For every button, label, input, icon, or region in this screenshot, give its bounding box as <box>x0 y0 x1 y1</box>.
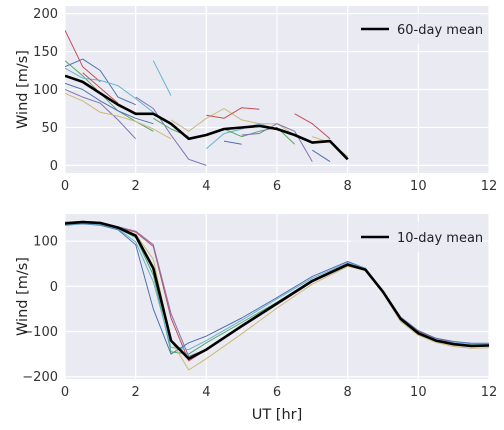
series-line-2 <box>65 223 489 355</box>
y-tick-label: 100 <box>33 235 58 250</box>
series-group <box>65 220 489 371</box>
series-line-17 <box>241 123 313 162</box>
y-tick-label: −200 <box>22 370 58 385</box>
series-line-18 <box>294 113 331 140</box>
series-line-10 <box>135 96 207 166</box>
series-line-16 <box>223 127 296 145</box>
legend: 10-day mean <box>351 222 483 252</box>
legend-box <box>351 14 481 44</box>
series-line-9 <box>152 60 172 96</box>
x-tick-label: 8 <box>344 385 352 400</box>
series-line-12 <box>170 108 295 136</box>
series-line-15 <box>223 140 242 145</box>
mean-series-line <box>65 74 349 161</box>
series-line-20 <box>312 149 331 163</box>
series-line-5 <box>65 92 172 140</box>
x-tick-label: 12 <box>481 385 498 400</box>
series-line-8 <box>82 72 119 104</box>
y-tick-label: 50 <box>41 121 58 136</box>
x-tick-label: 0 <box>61 385 69 400</box>
series-line-14 <box>205 123 278 150</box>
legend-box <box>351 222 481 252</box>
y-tick-label: 0 <box>50 159 58 174</box>
series-line-4 <box>65 89 137 140</box>
series-line-1 <box>65 30 101 83</box>
top-panel: 0 2 4 6 8 10 12 0 50 100 150 200 Wind [m/s] 60-day me… <box>15 6 497 194</box>
x-tick-label: 8 <box>344 179 352 194</box>
y-tick-label: 150 <box>33 45 58 60</box>
mean-series-line <box>65 220 489 361</box>
series-group <box>65 30 349 166</box>
x-tick-label: 4 <box>202 179 210 194</box>
y-tick-label: 0 <box>50 280 58 295</box>
x-tick-label: 0 <box>61 179 69 194</box>
y-axis-label: Wind [m/s] <box>15 257 31 336</box>
x-tick-label: 2 <box>132 385 140 400</box>
x-tick-label: 12 <box>481 179 498 194</box>
x-tick-label: 10 <box>410 385 427 400</box>
series-line-2 <box>65 58 136 106</box>
y-tick-label: 200 <box>33 7 58 22</box>
series-line-6 <box>65 67 154 113</box>
x-tick-label: 4 <box>202 385 210 400</box>
x-tick-label: 6 <box>273 385 281 400</box>
legend-entry: 60-day mean <box>397 23 483 38</box>
y-axis-label: Wind [m/s] <box>15 50 31 129</box>
legend-entry: 10-day mean <box>397 231 483 246</box>
legend: 60-day mean <box>351 14 483 44</box>
x-tick-label: 6 <box>273 179 281 194</box>
x-tick-label: 10 <box>410 179 427 194</box>
x-axis-label: UT [hr] <box>252 407 303 423</box>
series-line-13 <box>206 107 260 119</box>
series-line-7 <box>65 82 154 125</box>
y-tick-label: 100 <box>33 83 58 98</box>
x-tick-label: 2 <box>132 179 140 194</box>
y-tick-label: −100 <box>22 325 58 340</box>
